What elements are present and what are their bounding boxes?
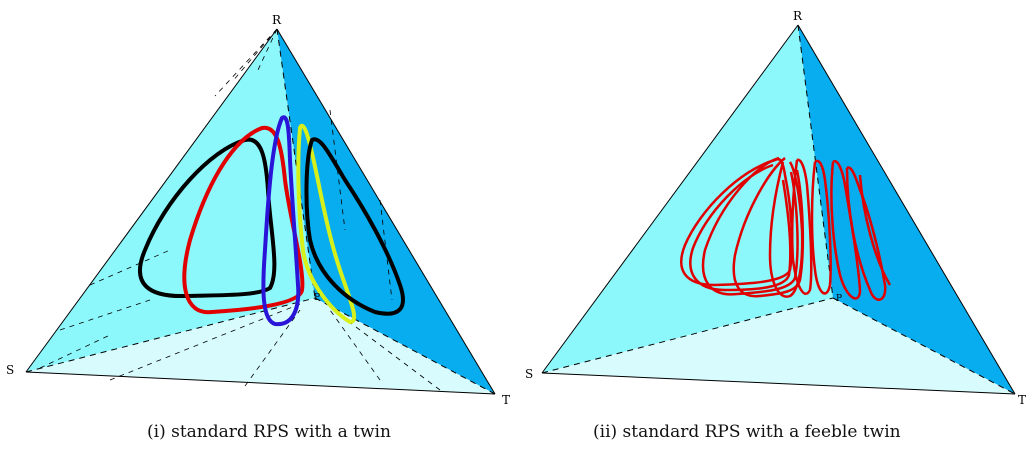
- vertex-label-p: P: [314, 293, 320, 303]
- figure-standard-rps-twin: R S T P (i) standard RPS with a twin: [6, 13, 510, 442]
- bottom-face: [26, 298, 495, 394]
- orbits: [138, 115, 405, 327]
- blue-orbit: [261, 115, 301, 327]
- caption-right: (ii) standard RPS with a feeble twin: [593, 422, 901, 442]
- vertex-label-s: S: [6, 363, 14, 377]
- vertex-label-t: T: [1018, 393, 1026, 407]
- figure-standard-rps-feeble-twin: R S T P (ii) standard RPS with a feeble …: [515, 0, 1031, 450]
- red-orbit: [182, 125, 305, 315]
- red-spiral-trajectory: [680, 156, 892, 301]
- vertex-label-r: R: [272, 13, 282, 27]
- vertex-label-s: S: [525, 367, 533, 381]
- inner-dashed-edges: [25, 28, 496, 395]
- outer-edges: [541, 24, 1016, 395]
- vertex-label-r: R: [793, 9, 803, 23]
- black-orbit-right: [304, 137, 405, 316]
- left-face: [542, 25, 833, 373]
- simplex-diagram-feeble: R S T P: [525, 9, 1026, 407]
- caption-left: (i) standard RPS with a twin: [147, 422, 391, 442]
- simplex-diagram: R S T P: [6, 13, 510, 407]
- vertex-label-p: P: [836, 294, 842, 304]
- bottom-face: [542, 298, 1015, 394]
- outer-edges: [25, 28, 496, 395]
- vertex-label-t: T: [502, 393, 510, 407]
